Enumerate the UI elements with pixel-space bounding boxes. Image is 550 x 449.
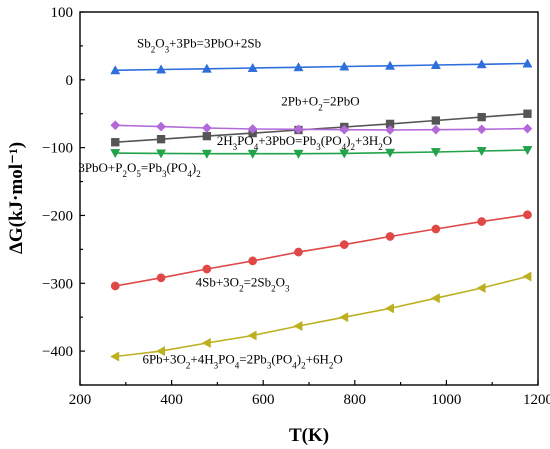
series-line bbox=[115, 62, 528, 72]
data-point bbox=[247, 62, 258, 72]
data-point bbox=[201, 63, 212, 73]
y-tick-label: 100 bbox=[51, 5, 74, 21]
data-point bbox=[201, 337, 211, 348]
data-point bbox=[293, 149, 304, 159]
series-line bbox=[115, 112, 528, 143]
data-point bbox=[110, 149, 121, 159]
data-point bbox=[339, 61, 350, 71]
data-point bbox=[430, 124, 441, 135]
y-tick-label: 0 bbox=[66, 73, 74, 89]
data-point bbox=[385, 60, 396, 70]
axis-ticks bbox=[79, 11, 539, 386]
data-point bbox=[339, 312, 349, 323]
data-point bbox=[431, 224, 441, 234]
plot-frame bbox=[79, 11, 539, 386]
data-point bbox=[339, 149, 350, 159]
x-tick-label: 600 bbox=[252, 392, 275, 408]
data-point bbox=[522, 58, 533, 68]
data-point bbox=[430, 148, 441, 158]
data-point bbox=[247, 124, 258, 134]
reaction-label: 2Pb+O2=2PbO bbox=[281, 94, 359, 113]
y-tick-label: −100 bbox=[42, 141, 73, 157]
data-point bbox=[431, 116, 441, 125]
x-tick-label: 1000 bbox=[431, 392, 461, 408]
data-point bbox=[156, 149, 167, 159]
data-point bbox=[201, 149, 212, 159]
data-point bbox=[385, 232, 395, 241]
data-point bbox=[202, 264, 212, 274]
data-point bbox=[110, 65, 121, 75]
data-point bbox=[247, 330, 257, 341]
reaction-label: 2H3PO4+3PbO=Pb3(PO4)2+3H2O bbox=[217, 133, 392, 152]
data-point bbox=[522, 146, 533, 156]
data-point bbox=[385, 148, 396, 158]
y-tick-label: −400 bbox=[42, 344, 73, 360]
reaction-label: 3PbO+P2O5=Pb3(PO4)2 bbox=[78, 160, 200, 179]
reaction-annotations: Sb2O3+3Pb=3PbO+2Sb 2Pb+O2=2PbO 2H3PO4+3PbO… bbox=[78, 35, 392, 370]
series-markers bbox=[110, 58, 533, 362]
data-point bbox=[156, 121, 167, 132]
x-tick-label: 800 bbox=[344, 392, 367, 408]
data-point bbox=[430, 293, 440, 304]
data-point bbox=[339, 124, 350, 135]
data-point bbox=[522, 271, 532, 282]
data-point bbox=[110, 281, 120, 291]
data-point bbox=[339, 240, 349, 250]
data-point bbox=[155, 346, 165, 357]
x-tick-label: 400 bbox=[160, 392, 183, 408]
reaction-label: Sb2O3+3Pb=3PbO+2Sb bbox=[137, 35, 261, 54]
data-point bbox=[476, 282, 486, 294]
data-point bbox=[247, 149, 258, 159]
data-point bbox=[294, 247, 303, 257]
data-point bbox=[384, 303, 394, 314]
data-point bbox=[476, 59, 487, 69]
data-point bbox=[523, 109, 532, 118]
x-axis-title: T(K) bbox=[289, 425, 329, 446]
data-point bbox=[476, 147, 487, 157]
data-point bbox=[156, 134, 166, 144]
data-point bbox=[385, 125, 396, 135]
x-tick-label: 200 bbox=[69, 392, 92, 408]
series-line bbox=[115, 275, 528, 358]
reaction-label: 6Pb+3O2+4H3PO4=2Pb3(PO4)2+6H2O bbox=[142, 351, 342, 370]
series-lines bbox=[115, 62, 528, 358]
data-point bbox=[477, 112, 486, 122]
x-tick-label: 1200 bbox=[523, 392, 550, 408]
data-point bbox=[522, 123, 533, 134]
y-tick-label: −200 bbox=[42, 208, 73, 224]
series-line bbox=[115, 214, 528, 287]
data-point bbox=[293, 124, 304, 135]
data-point bbox=[523, 210, 532, 220]
data-point bbox=[430, 59, 441, 69]
y-tick-label: −300 bbox=[42, 276, 73, 292]
data-point bbox=[248, 256, 258, 266]
data-point bbox=[476, 124, 487, 135]
data-point bbox=[156, 64, 167, 74]
data-point bbox=[110, 120, 121, 131]
data-point bbox=[111, 138, 120, 147]
data-point bbox=[293, 320, 303, 332]
data-point bbox=[477, 217, 487, 226]
data-point bbox=[202, 131, 212, 141]
series-line bbox=[115, 149, 528, 155]
data-point bbox=[156, 273, 166, 283]
data-point bbox=[110, 351, 120, 362]
data-point bbox=[293, 62, 304, 72]
y-axis-title: ΔG(kJ·mol⁻¹) bbox=[6, 142, 27, 254]
data-point bbox=[201, 123, 212, 133]
series-line bbox=[115, 124, 528, 131]
reaction-label: 4Sb+3O2=2Sb2O3 bbox=[196, 275, 290, 294]
